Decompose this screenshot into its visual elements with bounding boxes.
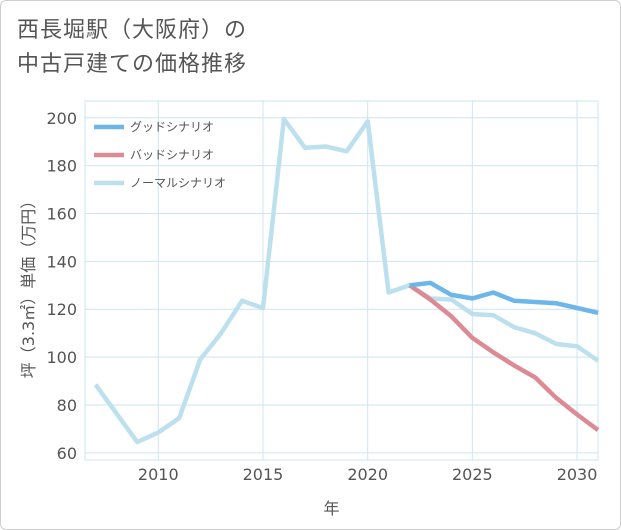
x-tick-label: 2020 bbox=[347, 465, 388, 484]
x-tick-label: 2010 bbox=[138, 465, 179, 484]
series-lines bbox=[93, 116, 600, 445]
y-tick-label: 160 bbox=[46, 204, 77, 223]
x-tick-label: 2030 bbox=[557, 465, 598, 484]
chart-title-line-1: 西長堀駅（大阪府）の bbox=[17, 18, 248, 43]
x-axis-label: 年 bbox=[323, 499, 339, 518]
x-tick-label: 2025 bbox=[452, 465, 493, 484]
legend-label: グッドシナリオ bbox=[130, 120, 214, 134]
y-tick-label: 60 bbox=[57, 444, 77, 463]
legend-label: バッドシナリオ bbox=[130, 148, 214, 162]
y-tick-label: 180 bbox=[46, 157, 77, 176]
y-tick-label: 80 bbox=[57, 396, 77, 415]
y-tick-label: 140 bbox=[46, 252, 77, 271]
y-axis-label: 坪（3.3㎡）単価（万円） bbox=[19, 193, 38, 378]
x-tick-label: 2015 bbox=[243, 465, 284, 484]
y-tick-label: 120 bbox=[46, 300, 77, 319]
series-line-2 bbox=[93, 116, 600, 445]
chart-title-line-2: 中古戸建ての価格推移 bbox=[17, 52, 248, 77]
chart-title: 西長堀駅（大阪府）の 中古戸建ての価格推移 bbox=[17, 14, 577, 82]
axis-ticks: 60 80 100 120 140 160 180 200 2010 2015 2020 2025 20… bbox=[46, 109, 597, 484]
grid bbox=[84, 100, 599, 461]
legend-label: ノーマルシナリオ bbox=[130, 176, 226, 190]
y-tick-label: 100 bbox=[46, 348, 77, 367]
series-line-1 bbox=[408, 283, 600, 432]
y-tick-label: 200 bbox=[46, 109, 77, 128]
plot-area bbox=[84, 100, 599, 461]
series-line-0 bbox=[409, 280, 599, 315]
